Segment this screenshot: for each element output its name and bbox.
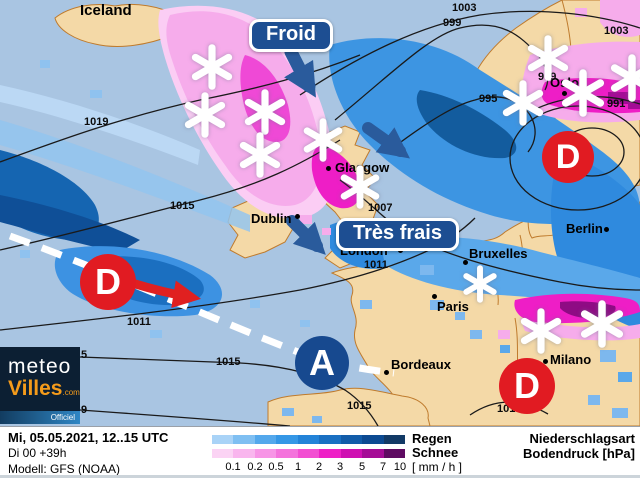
snowflake-icon (559, 69, 607, 117)
snowflake-icon (242, 89, 288, 135)
low-pressure-center: D (499, 358, 555, 414)
legend-tick: 3 (336, 461, 344, 473)
meteovilles-logo: meteo Villes.com Officiel (0, 347, 80, 424)
snowflake-icon (518, 308, 564, 354)
isobar-label: 1015 (216, 356, 241, 368)
city-marker (326, 166, 331, 171)
city-label-bordeaux: Bordeaux (391, 357, 451, 372)
snowflake-icon (189, 44, 235, 90)
legend-tick: 0.2 (247, 461, 263, 473)
snowflake-icon (500, 80, 546, 126)
city-label-berlin: Berlin (566, 221, 603, 236)
city-marker (384, 370, 389, 375)
legend-tick: 0.1 (225, 461, 241, 473)
surface-pressure-label: Bodendruck [hPa] (523, 446, 635, 461)
city-marker (295, 214, 300, 219)
logo-line1: meteo (8, 355, 72, 378)
isobar-label: 995 (479, 93, 498, 105)
rain-legend-label: Regen (412, 431, 452, 446)
legend-tick: 7 (379, 461, 387, 473)
isobar-label: 1003 (604, 25, 629, 37)
isobar-label: 1011 (364, 259, 388, 271)
validity-time-text: Mi, 05.05.2021, 12..15 UTC (8, 430, 169, 445)
isobar-label: 991 (607, 98, 626, 110)
isobar-label: 999 (443, 17, 462, 29)
legend-tick: 10 (393, 461, 407, 473)
snowflake-icon (182, 92, 228, 138)
info-bar: Mi, 05.05.2021, 12..15 UTC Di 00 +39h Mo… (0, 426, 640, 478)
low-pressure-center: D (542, 131, 594, 183)
snowflake-icon (237, 132, 283, 178)
isobar-label: 5 (81, 349, 88, 361)
legend-tick: 1 (294, 461, 302, 473)
isobar-label: 1011 (127, 316, 151, 328)
legend-tick: 2 (315, 461, 323, 473)
city-marker (432, 294, 437, 299)
city-label-milano: Milano (550, 352, 592, 367)
snowflake-icon (461, 265, 499, 303)
low-track-arrow (127, 278, 202, 309)
annotation-cold: Froid (249, 19, 333, 52)
city-marker (604, 227, 609, 232)
isobar-label: 1007 (368, 202, 393, 214)
isobar-label: 9 (81, 404, 88, 416)
isobar-label: 1019 (84, 116, 109, 128)
isobar-label: 1015 (347, 400, 372, 412)
snowflake-icon (608, 54, 640, 102)
snowflake-icon (578, 300, 626, 348)
low-pressure-center: D (80, 254, 136, 310)
logo-line2: Villes.com (8, 377, 80, 400)
city-marker (543, 359, 548, 364)
snowflake-icon (301, 118, 345, 162)
region-label-iceland: Iceland (80, 2, 132, 19)
city-marker (463, 260, 468, 265)
legend-tick: 0.5 (268, 461, 284, 473)
legend-unit-label: [ mm / h ] (412, 460, 463, 474)
storm-track-dashed-line (8, 232, 395, 377)
city-label-bruxelles: Bruxelles (469, 246, 528, 261)
cold-air-arrows (284, 45, 410, 255)
city-label-dublin: Dublin (251, 211, 292, 226)
snow-legend-label: Schnee (412, 445, 459, 460)
isobar-label: 1015 (170, 200, 195, 212)
city-marker (562, 91, 567, 96)
rain-color-scale (212, 435, 405, 444)
snowflake-icon (338, 165, 382, 209)
annotation-very-cool: Très frais (336, 218, 459, 251)
legend-tick: 5 (358, 461, 366, 473)
precip-type-label: Niederschlagsart (529, 431, 636, 446)
isobar-label: 1003 (452, 2, 477, 14)
snow-color-scale (212, 449, 405, 458)
logo-badge: Officiel (0, 411, 80, 424)
high-pressure-center: A (295, 336, 349, 390)
model-run-text: Di 00 +39h (8, 446, 67, 460)
model-name-text: Modell: GFS (NOAA) (8, 462, 121, 476)
city-label-paris: Paris (437, 299, 469, 314)
